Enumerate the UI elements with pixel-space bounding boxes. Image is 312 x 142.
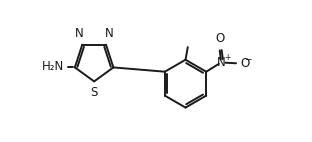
Text: +: + bbox=[224, 53, 230, 62]
Text: H₂N: H₂N bbox=[42, 59, 64, 73]
Text: −: − bbox=[244, 55, 251, 64]
Text: O: O bbox=[240, 57, 249, 70]
Text: N: N bbox=[105, 27, 114, 40]
Text: N: N bbox=[217, 56, 225, 69]
Text: N: N bbox=[75, 27, 83, 40]
Text: O: O bbox=[215, 32, 224, 45]
Text: S: S bbox=[90, 86, 98, 99]
